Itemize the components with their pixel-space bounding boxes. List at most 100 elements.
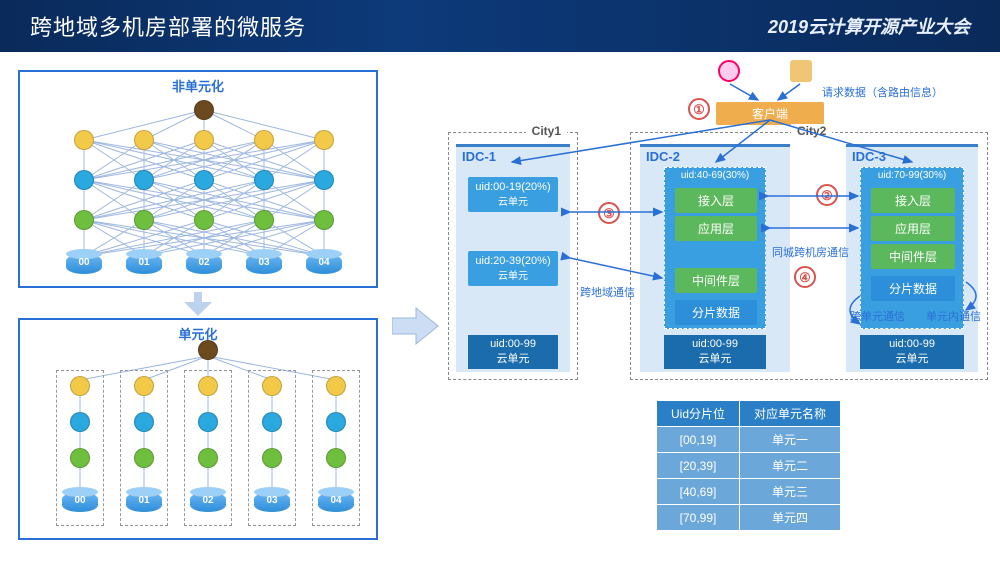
- city1-label: City1: [526, 124, 567, 138]
- chain-node: [134, 448, 154, 468]
- mesh-node: [74, 170, 94, 190]
- idc2-title: IDC-2: [646, 149, 680, 164]
- unit-label: 云单元: [468, 267, 558, 282]
- user-avatar-icon: [718, 60, 740, 82]
- uid-label: uid:20-39(20%): [475, 255, 550, 267]
- mesh-node: [194, 170, 214, 190]
- uid-range: uid:00-99: [490, 338, 536, 350]
- table-header: 对应单元名称: [740, 401, 841, 427]
- note-cross-region: 跨地域通信: [580, 284, 635, 300]
- unit-label: 云单元: [497, 353, 530, 365]
- panel-non-unitized: 非单元化 00 01 02 03 04: [18, 70, 378, 288]
- database-icon: 03: [246, 254, 282, 278]
- table-row: [20,39]单元二: [657, 453, 841, 479]
- note-same-city: 同城跨机房通信: [772, 244, 849, 260]
- idc2-layer-access: 接入层: [675, 188, 757, 213]
- idc3-layer-access: 接入层: [871, 188, 955, 213]
- slide-content: 非单元化 0001020304 单元化 0001020304 请求数据（含路由信…: [0, 52, 1000, 562]
- mesh-node: [134, 210, 154, 230]
- step-1: ①: [688, 98, 710, 120]
- idc2-layer-middleware: 中间件层: [675, 268, 757, 293]
- arrow-down-icon: [178, 292, 218, 316]
- table-row: [00,19]单元一: [657, 427, 841, 453]
- mesh-node: [254, 130, 274, 150]
- note-cross-unit: 跨单元通信: [850, 308, 905, 324]
- idc2-layer-app: 应用层: [675, 216, 757, 241]
- idc2-uid: uid:40-69(30%): [665, 168, 765, 183]
- idc-1: IDC-1 uid:00-19(20%) 云单元 uid:20-39(20%) …: [456, 144, 570, 372]
- database-icon: 00: [62, 492, 98, 516]
- table-header: Uid分片位: [657, 401, 740, 427]
- chain-node: [70, 376, 90, 396]
- database-icon: 04: [306, 254, 342, 278]
- app-avatar-icon: [790, 60, 812, 82]
- step-4: ④: [794, 266, 816, 288]
- unit-label: 云单元: [468, 193, 558, 208]
- step-3: ③: [598, 202, 620, 224]
- mesh-node: [194, 100, 214, 120]
- chain-node: [262, 448, 282, 468]
- request-label: 请求数据（含路由信息）: [822, 84, 943, 100]
- chain-node: [134, 412, 154, 432]
- mesh-node: [134, 130, 154, 150]
- client-bar: 客户端: [716, 102, 824, 125]
- idc1-title: IDC-1: [462, 149, 496, 164]
- table-header-row: Uid分片位 对应单元名称: [657, 401, 841, 427]
- idc3-layer-middleware: 中间件层: [871, 244, 955, 269]
- chain-node: [70, 448, 90, 468]
- chain-node: [326, 376, 346, 396]
- mesh-node: [194, 210, 214, 230]
- mesh-node: [314, 170, 334, 190]
- arrow-right-icon: [392, 306, 440, 346]
- idc-3: IDC-3 uid:70-99(30%) 接入层 应用层 中间件层 分片数据 u…: [846, 144, 978, 372]
- uid-range: uid:00-99: [889, 338, 935, 350]
- idc3-uid: uid:70-99(30%): [861, 168, 963, 183]
- chain-node: [326, 448, 346, 468]
- idc-2: IDC-2 uid:40-69(30%) 接入层 应用层 中间件层 分片数据 u…: [640, 144, 790, 372]
- database-icon: 02: [190, 492, 226, 516]
- mesh-node: [254, 210, 274, 230]
- database-icon: 02: [186, 254, 222, 278]
- idc1-bottom: uid:00-99 云单元: [468, 335, 558, 369]
- idc3-bottom: uid:00-99 云单元: [860, 335, 964, 369]
- panel-title: 非单元化: [172, 76, 224, 95]
- event-title: 2019云计算开源产业大会: [768, 13, 970, 39]
- mesh-node: [134, 170, 154, 190]
- unit-label: 云单元: [896, 353, 929, 365]
- city2-label: City2: [791, 124, 832, 138]
- note-in-unit: 单元内通信: [926, 308, 981, 324]
- unit-label: 云单元: [699, 353, 732, 365]
- database-icon: 01: [126, 254, 162, 278]
- table-row: [40,69]单元三: [657, 479, 841, 505]
- uid-range: uid:00-99: [692, 338, 738, 350]
- root-node: [198, 340, 218, 360]
- chain-node: [262, 376, 282, 396]
- database-icon: 03: [254, 492, 290, 516]
- chain-node: [70, 412, 90, 432]
- idc3-title: IDC-3: [852, 149, 886, 164]
- idc3-data: 分片数据: [871, 276, 955, 301]
- idc2-bottom: uid:00-99 云单元: [664, 335, 766, 369]
- database-icon: 00: [66, 254, 102, 278]
- idc2-data: 分片数据: [675, 300, 757, 325]
- step-2: ②: [816, 184, 838, 206]
- table-row: [70,99]单元四: [657, 505, 841, 531]
- database-icon: 01: [126, 492, 162, 516]
- idc3-layer-app: 应用层: [871, 216, 955, 241]
- uid-mapping-table: Uid分片位 对应单元名称 [00,19]单元一 [20,39]单元二 [40,…: [656, 400, 841, 531]
- chain-node: [134, 376, 154, 396]
- slide-title: 跨地域多机房部署的微服务: [30, 10, 306, 42]
- chain-node: [262, 412, 282, 432]
- mesh-node: [74, 210, 94, 230]
- chain-node: [198, 412, 218, 432]
- idc1-unit2: uid:20-39(20%) 云单元: [468, 251, 558, 286]
- mesh-node: [254, 170, 274, 190]
- mesh-node: [314, 210, 334, 230]
- chain-node: [198, 376, 218, 396]
- panel-unitized: 单元化 0001020304: [18, 318, 378, 540]
- mesh-node: [74, 130, 94, 150]
- database-icon: 04: [318, 492, 354, 516]
- slide-header: 跨地域多机房部署的微服务 2019云计算开源产业大会: [0, 0, 1000, 52]
- mesh-node: [194, 130, 214, 150]
- chain-node: [198, 448, 218, 468]
